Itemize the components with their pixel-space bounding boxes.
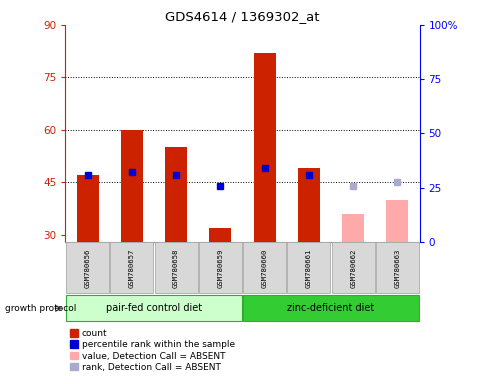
Bar: [121, 130, 143, 242]
Bar: [154, 242, 197, 293]
Bar: [287, 242, 330, 293]
Text: GSM780661: GSM780661: [305, 248, 311, 288]
Bar: [341, 214, 363, 242]
Legend: count, percentile rank within the sample, value, Detection Call = ABSENT, rank, : count, percentile rank within the sample…: [70, 329, 234, 372]
Text: GSM780656: GSM780656: [84, 248, 91, 288]
Bar: [297, 169, 319, 242]
Text: GSM780660: GSM780660: [261, 248, 267, 288]
Text: GDS4614 / 1369302_at: GDS4614 / 1369302_at: [165, 10, 319, 23]
Bar: [66, 242, 109, 293]
Bar: [375, 242, 418, 293]
Text: GSM780663: GSM780663: [393, 248, 400, 288]
Text: zinc-deficient diet: zinc-deficient diet: [287, 303, 374, 313]
Bar: [253, 53, 275, 242]
Text: GSM780659: GSM780659: [217, 248, 223, 288]
Bar: [198, 242, 242, 293]
Bar: [76, 175, 98, 242]
Bar: [110, 242, 153, 293]
Text: growth protocol: growth protocol: [5, 304, 76, 313]
Text: GSM780657: GSM780657: [129, 248, 135, 288]
Text: pair-fed control diet: pair-fed control diet: [106, 303, 202, 313]
Bar: [386, 200, 408, 242]
Bar: [242, 296, 418, 321]
Text: GSM780658: GSM780658: [173, 248, 179, 288]
Bar: [165, 147, 187, 242]
Text: GSM780662: GSM780662: [349, 248, 355, 288]
Bar: [242, 242, 286, 293]
Bar: [209, 228, 231, 242]
Bar: [331, 242, 374, 293]
Bar: [66, 296, 242, 321]
